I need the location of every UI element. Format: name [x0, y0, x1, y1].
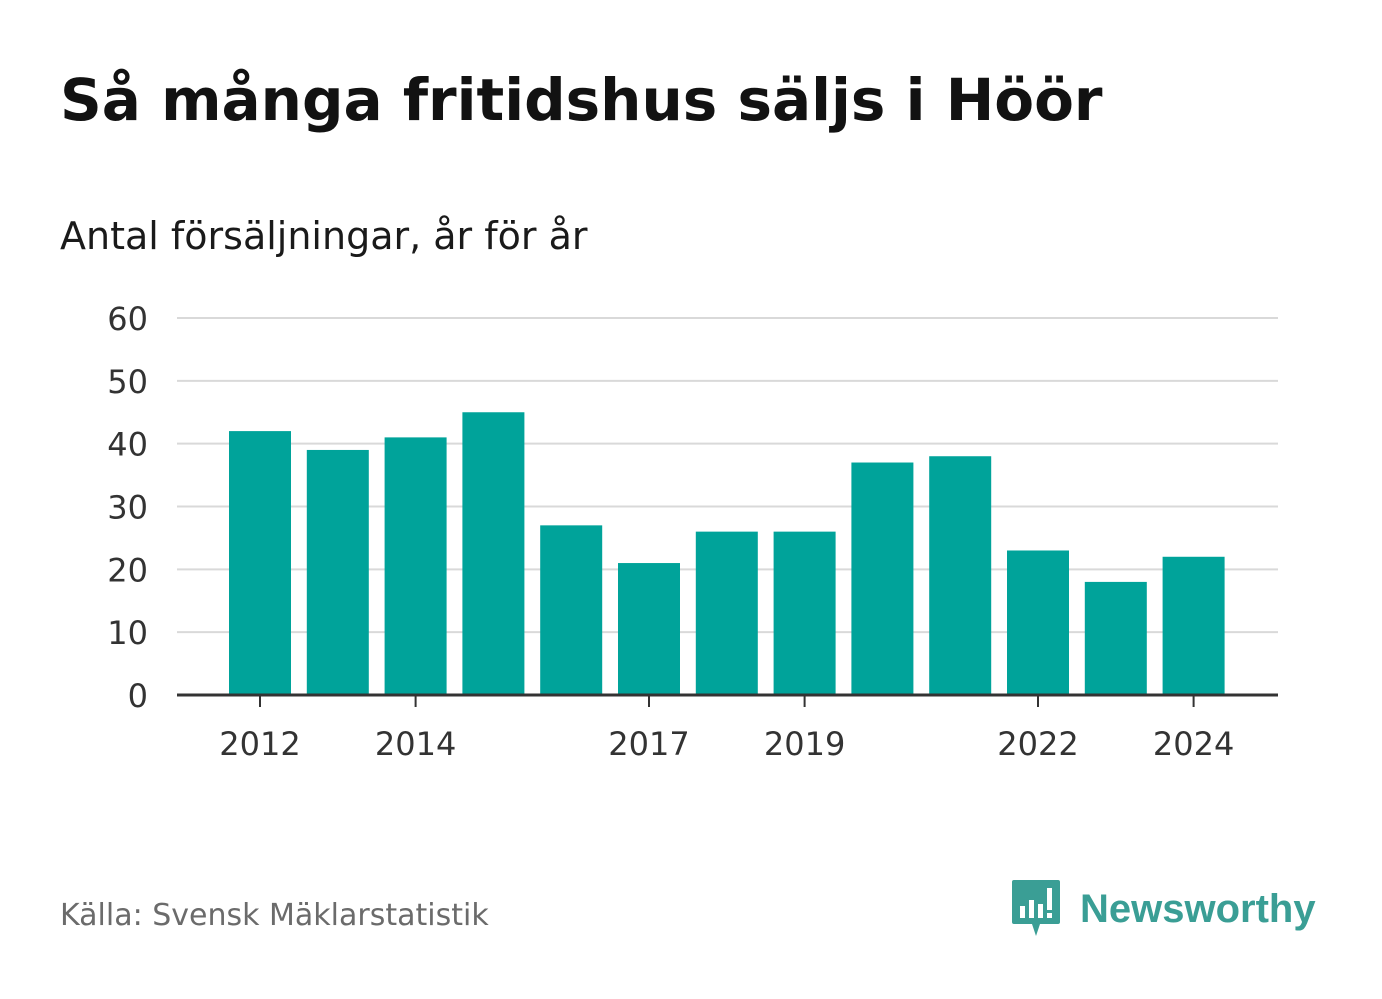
bar-2021 — [929, 456, 992, 695]
brand-name: Newsworthy — [1080, 886, 1316, 931]
bar-2024 — [1162, 556, 1225, 695]
source-note: Källa: Svensk Mäklarstatistik — [60, 898, 489, 933]
chart-title: Så många fritidshus säljs i Höör — [60, 66, 1103, 134]
axes: 0 10 20 30 40 50 60 2012 2014 2017 2019 2022 2024 — [107, 300, 1278, 763]
y-tick-label: 0 — [128, 677, 148, 715]
bar-2017 — [618, 563, 680, 695]
brand-logo: Newsworthy — [1010, 876, 1316, 942]
bar-2018 — [695, 531, 758, 695]
x-tick-label: 2012 — [219, 725, 300, 763]
chart-subtitle: Antal försäljningar, år för år — [60, 214, 588, 258]
x-tick-label: 2022 — [997, 725, 1078, 763]
x-tick-label: 2024 — [1153, 725, 1234, 763]
bar-2015 — [462, 412, 525, 695]
y-tick-label: 40 — [107, 426, 148, 464]
newsworthy-logo-icon — [1012, 880, 1060, 936]
bar-2020 — [851, 462, 914, 695]
bar-2019 — [773, 531, 836, 695]
y-tick-label: 50 — [107, 363, 148, 401]
y-tick-label: 60 — [107, 300, 148, 338]
bars — [229, 412, 1225, 695]
y-tick-label: 20 — [107, 551, 148, 589]
bar-2013 — [306, 449, 369, 695]
bar-2016 — [540, 525, 603, 695]
y-tick-label: 30 — [107, 489, 148, 527]
x-tick-label: 2017 — [608, 725, 689, 763]
y-tick-label: 10 — [107, 614, 148, 652]
bar-2014 — [384, 437, 447, 695]
bar-2022 — [1007, 550, 1069, 695]
bar-2023 — [1084, 581, 1147, 695]
bar-2012 — [229, 431, 291, 695]
x-tick-label: 2014 — [375, 725, 456, 763]
x-tick-label: 2019 — [764, 725, 845, 763]
